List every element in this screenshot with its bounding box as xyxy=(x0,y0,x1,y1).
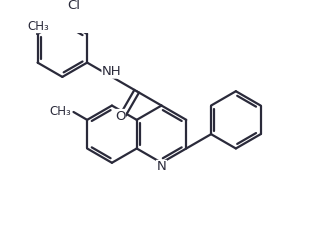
Text: CH₃: CH₃ xyxy=(27,20,49,33)
Text: NH: NH xyxy=(102,65,122,78)
Text: CH₃: CH₃ xyxy=(49,106,71,119)
Text: O: O xyxy=(115,110,125,123)
Text: N: N xyxy=(157,160,166,173)
Text: Cl: Cl xyxy=(67,0,80,12)
